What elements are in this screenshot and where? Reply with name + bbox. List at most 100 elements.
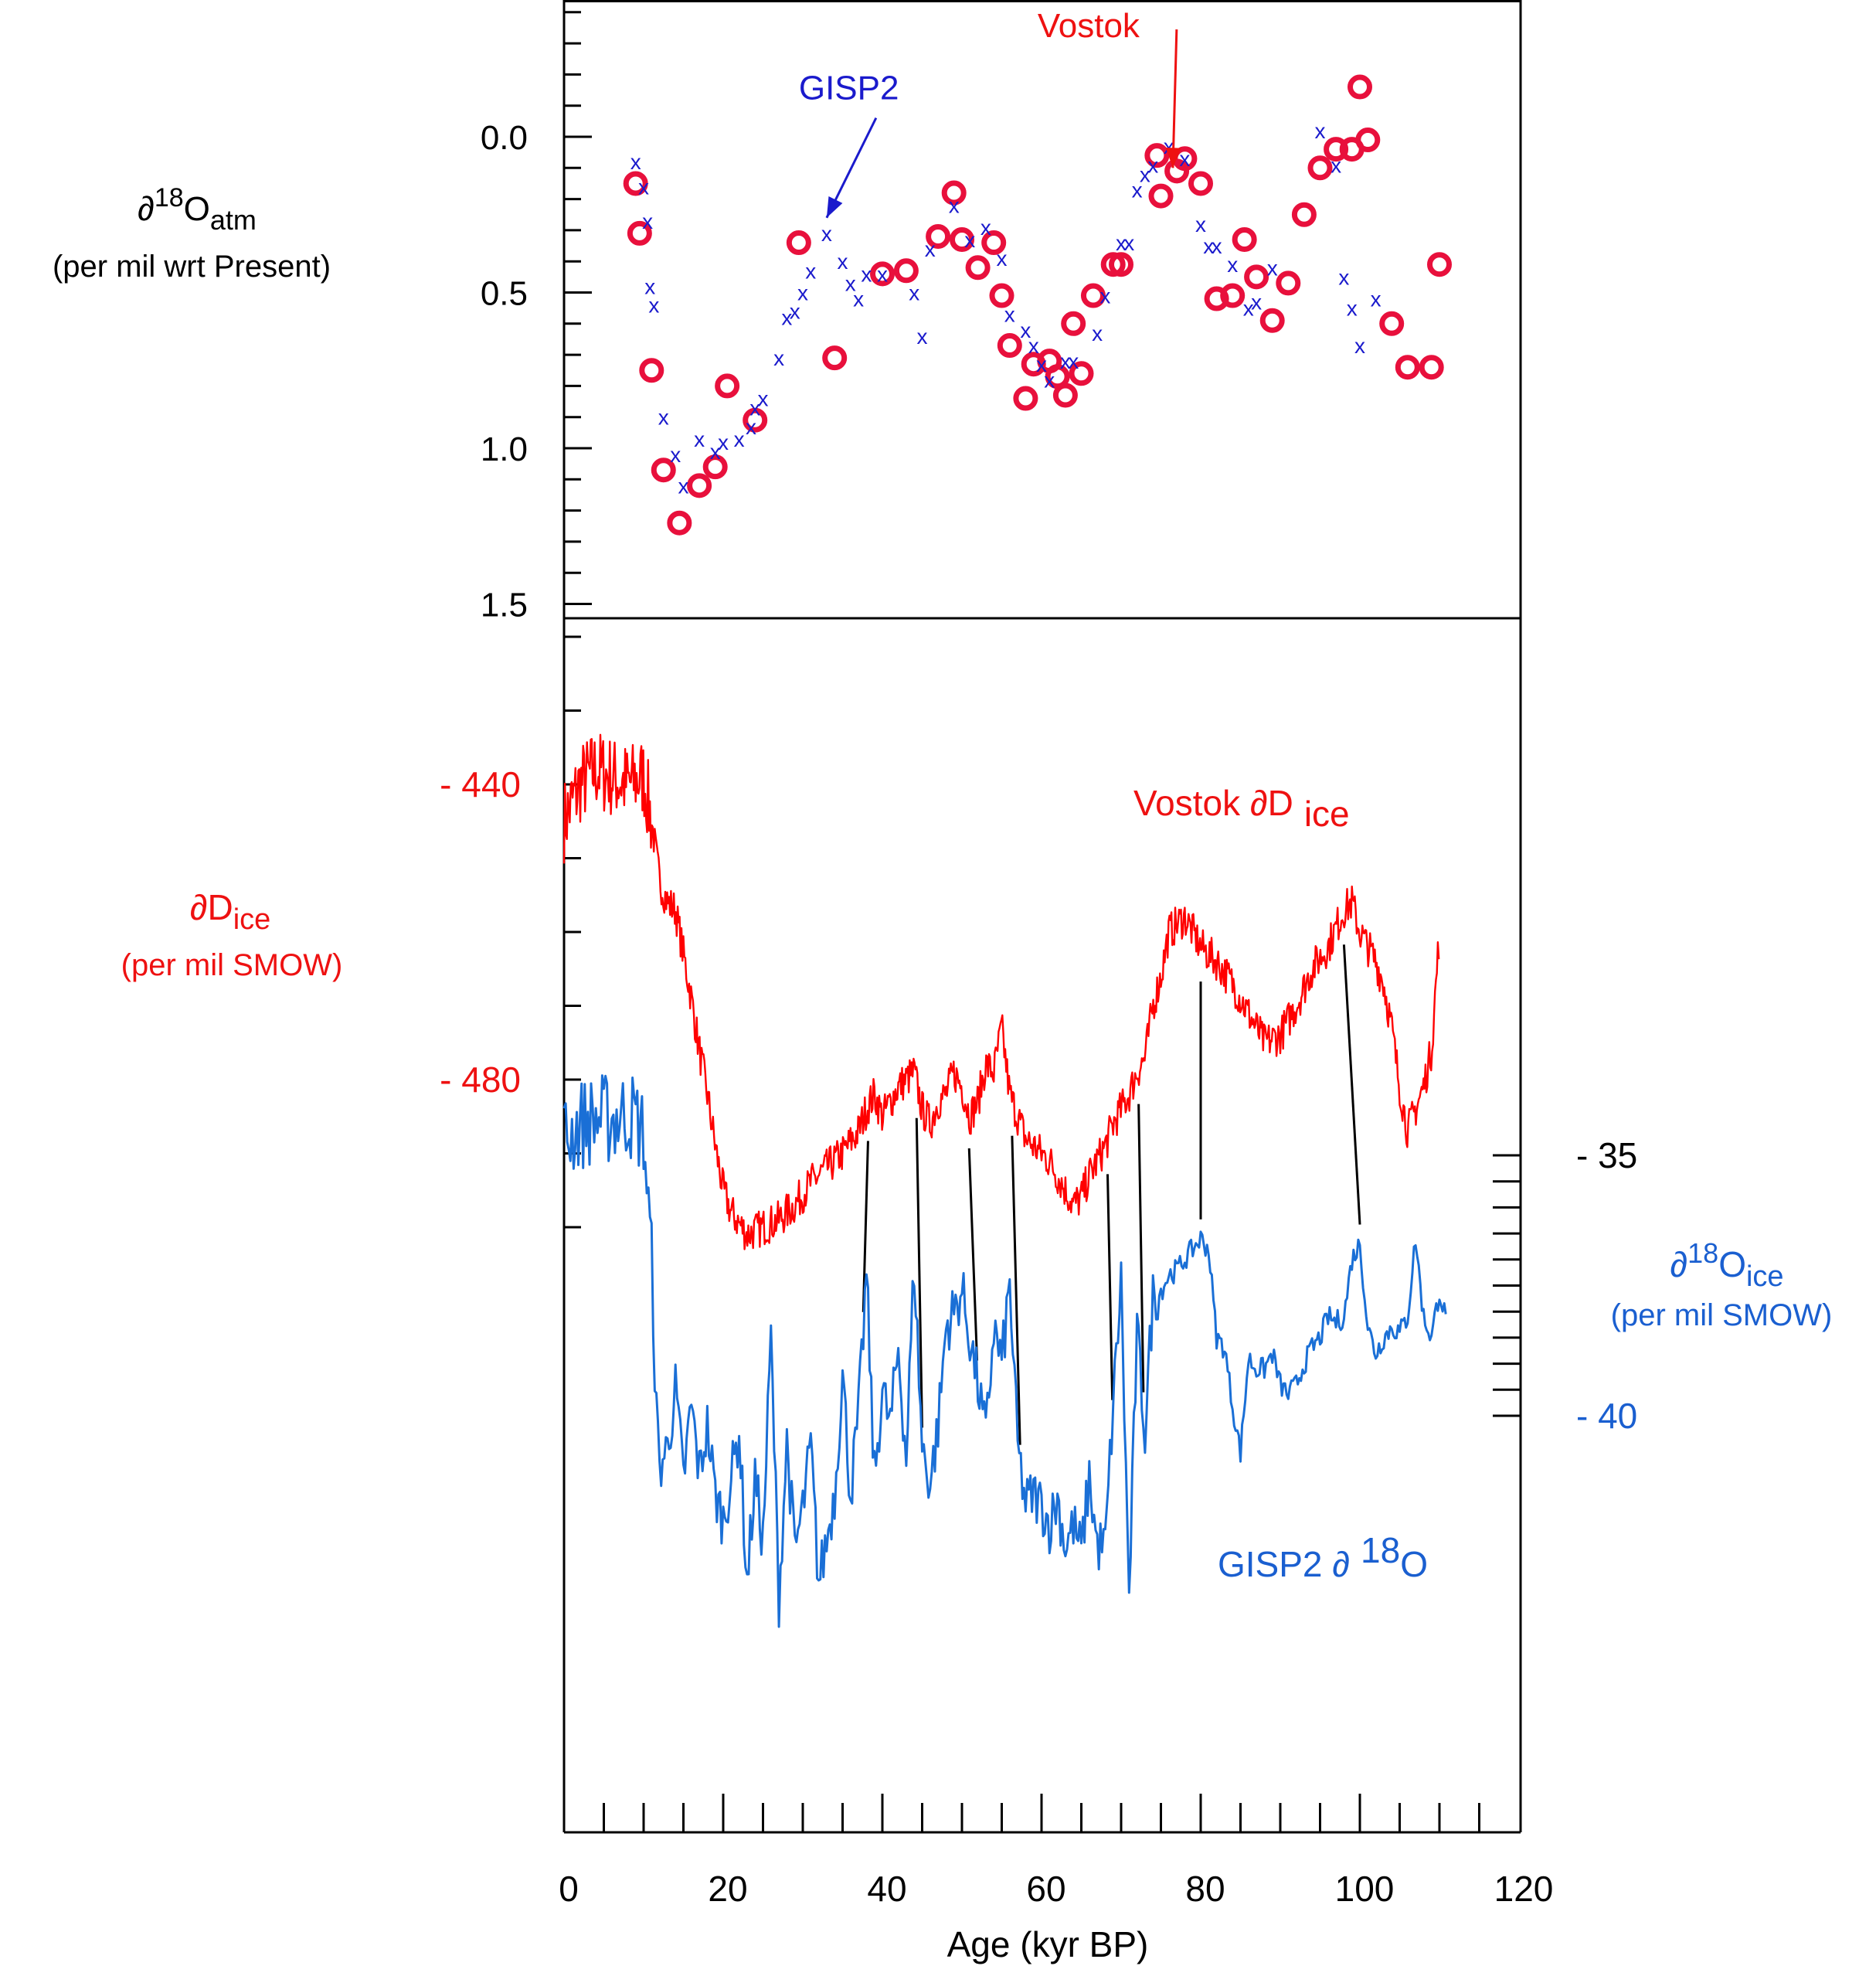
gisp2-point: x xyxy=(797,281,808,305)
vostok-point xyxy=(1232,226,1257,252)
vostok-annotation-arrow xyxy=(1171,29,1178,168)
gisp2-point: x xyxy=(718,430,729,454)
gisp2-point: x xyxy=(1099,284,1110,308)
left-y-axis-label-sub: ice xyxy=(233,903,271,936)
gisp2-point: x xyxy=(1347,297,1358,321)
vostok-point xyxy=(965,255,991,281)
gisp2-point: x xyxy=(845,271,856,295)
gisp2-point: x xyxy=(694,427,705,451)
top-y-ticks xyxy=(564,11,592,605)
vostok-point xyxy=(651,457,676,483)
vostok-point xyxy=(1144,143,1170,168)
top-y-axis-label-sub: atm xyxy=(210,204,257,236)
gisp2-point: x xyxy=(658,406,669,430)
x-tick-label: 20 xyxy=(708,1869,747,1909)
gisp2-point: x xyxy=(964,228,975,252)
gisp2-point: x xyxy=(1036,352,1047,376)
gisp2-point: x xyxy=(1020,318,1031,342)
right-y-axis-label-sub: ice xyxy=(1746,1260,1784,1293)
gisp2-point: x xyxy=(1195,213,1206,236)
vostok-point xyxy=(870,261,895,287)
gisp2-point: x xyxy=(838,250,848,274)
gisp2-point: x xyxy=(877,262,888,286)
top-y-tick-labels: 0.0 0.5 1.0 1.5 xyxy=(481,119,528,624)
left-y-tick-labels: - 440 - 480 xyxy=(440,764,521,1100)
gisp2-point: x xyxy=(1267,256,1278,280)
gisp2-point: x xyxy=(1147,153,1158,177)
gisp2-point: x xyxy=(805,259,816,283)
vostok-point xyxy=(743,407,768,433)
vostok-point xyxy=(627,220,652,246)
right-y-tick-label: - 35 xyxy=(1576,1135,1637,1175)
x-tick-label: 0 xyxy=(559,1869,579,1909)
x-tick-label: 100 xyxy=(1335,1869,1395,1909)
gisp2-d18O-line xyxy=(562,1074,1447,1628)
gisp2-point: x xyxy=(1123,231,1134,255)
gisp2-point: x xyxy=(909,281,919,305)
gisp2-point: x xyxy=(644,274,655,298)
gisp2-point: x xyxy=(749,396,760,420)
top-y-tick-label: 0.0 xyxy=(481,119,528,157)
tie-line xyxy=(967,1148,979,1361)
gisp2-point: x xyxy=(773,346,784,370)
x-tick-label: 120 xyxy=(1494,1869,1554,1909)
x-tick-label: 60 xyxy=(1026,1869,1065,1909)
top-y-axis-label-prefix: ∂ xyxy=(138,190,155,228)
gisp2-point: x xyxy=(781,306,792,330)
vostok-point xyxy=(1013,386,1038,411)
right-y-axis-label: ∂18Oice xyxy=(1670,1237,1783,1293)
gisp2-point: x xyxy=(853,287,864,311)
x-tick-label: 40 xyxy=(867,1869,906,1909)
x-tick-label: 80 xyxy=(1185,1869,1225,1909)
vostok-point xyxy=(1276,270,1301,296)
gisp2-point: x xyxy=(1227,253,1238,277)
x-axis-label: Age (kyr BP) xyxy=(947,1924,1149,1964)
gisp2-series-label-prefix: GISP2 ∂ xyxy=(1218,1544,1350,1584)
left-y-axis-label-prefix: ∂ xyxy=(190,887,208,927)
vostok-point xyxy=(1052,383,1078,408)
gisp2-point: x xyxy=(1140,162,1150,186)
gisp2-series-label-main: O xyxy=(1400,1544,1428,1584)
gisp2-point: x xyxy=(1203,234,1214,258)
gisp2-point: x xyxy=(1243,297,1254,321)
gisp2-point: x xyxy=(710,440,721,464)
gisp2-point: x xyxy=(670,443,681,467)
gisp2-point: x xyxy=(648,294,659,318)
top-y-axis-units: (per mil wrt Present) xyxy=(53,250,331,284)
vostok-series-label: Vostok ∂D ice xyxy=(1133,783,1350,834)
vostok-series-label-main: Vostok ∂D xyxy=(1133,783,1293,823)
gisp2-series-label: GISP2 ∂ 18O xyxy=(1218,1530,1428,1584)
gisp2-point: x xyxy=(821,222,832,246)
gisp2-annotation-label: GISP2 xyxy=(799,70,899,107)
tie-line xyxy=(1106,1174,1114,1400)
top-y-tick-label: 0.5 xyxy=(481,275,528,313)
vostok-point xyxy=(1355,128,1381,153)
vostok-point xyxy=(1395,355,1420,380)
top-y-axis-label-sup: 18 xyxy=(155,183,184,213)
vostok-point xyxy=(702,454,728,480)
vostok-point xyxy=(893,258,919,284)
vostok-point xyxy=(1100,252,1126,277)
vostok-point xyxy=(1080,283,1106,308)
top-y-axis-label-main: O xyxy=(184,190,210,228)
tie-line xyxy=(862,1141,869,1312)
vostok-point xyxy=(1109,252,1133,277)
tie-line xyxy=(1137,1104,1145,1393)
top-annotations: Vostok GISP2 xyxy=(799,7,1181,219)
gisp2-point: x xyxy=(861,262,872,286)
tie-line xyxy=(1011,1135,1021,1445)
vostok-point xyxy=(1148,183,1174,209)
gisp2-point: x xyxy=(630,150,641,174)
vostok-point xyxy=(941,180,967,206)
gisp2-point: x xyxy=(1371,287,1382,311)
vostok-point xyxy=(1244,264,1269,290)
vostok-point xyxy=(1379,311,1405,336)
gisp2-point: x xyxy=(1092,321,1103,345)
vostok-point xyxy=(997,333,1022,359)
vostok-point xyxy=(715,373,740,399)
vostok-point xyxy=(639,358,664,383)
gisp2-point: x xyxy=(746,415,756,439)
